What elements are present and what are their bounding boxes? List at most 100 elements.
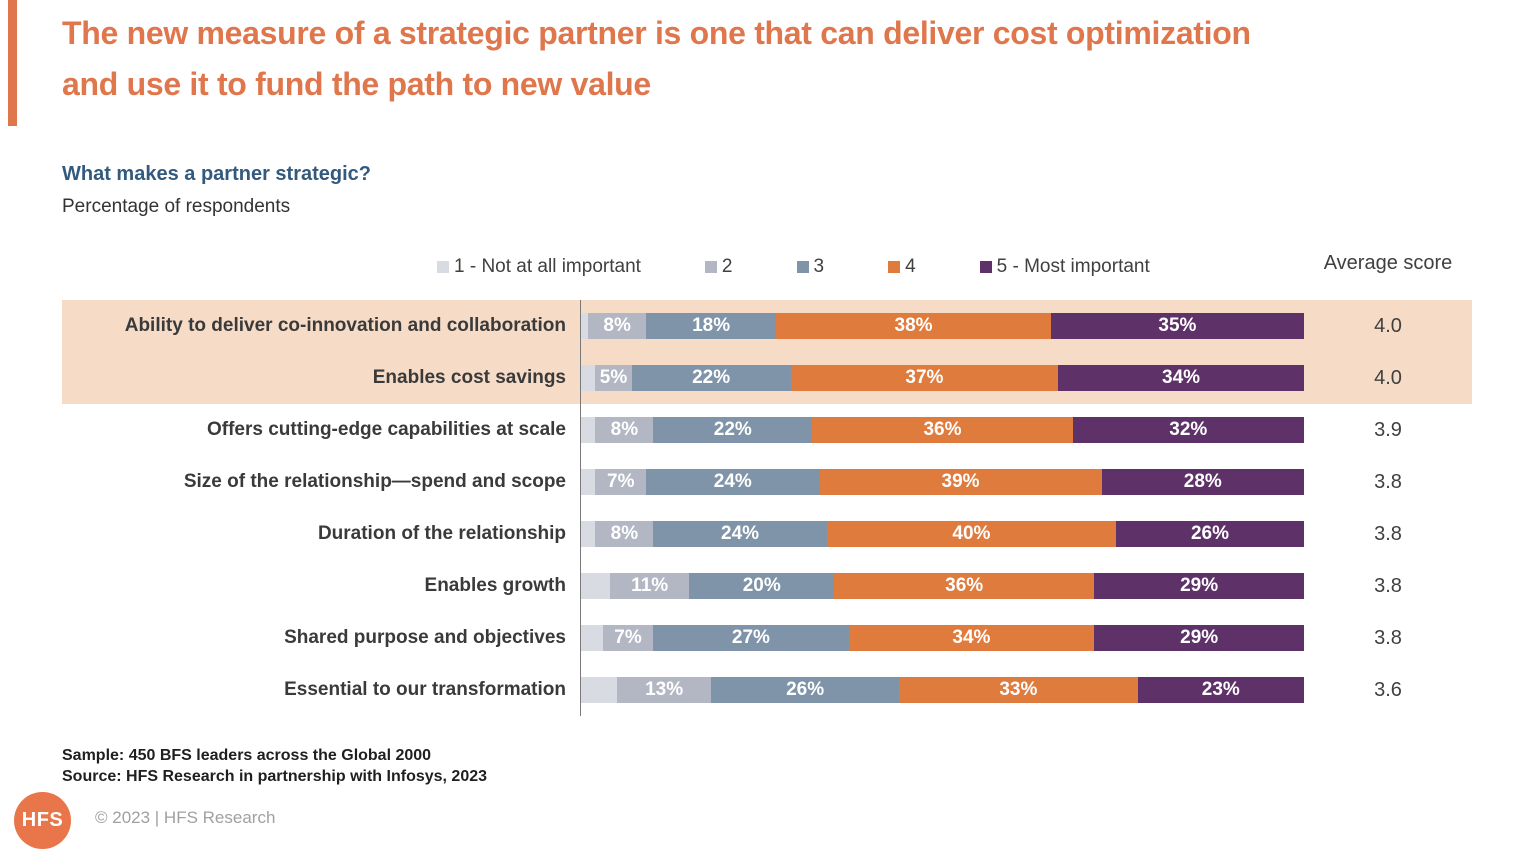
legend-swatch-icon	[437, 261, 449, 273]
legend-item: 2	[704, 256, 733, 278]
bar-segment: 5%	[595, 365, 632, 391]
row-label: Essential to our transformation	[284, 679, 566, 701]
bar-segment: 8%	[595, 521, 654, 547]
segment-value-label: 8%	[603, 315, 631, 336]
segment-value-label: 18%	[692, 315, 731, 336]
row-bar-area: 8% 18% 38% 35%	[580, 300, 1304, 352]
row-label: Offers cutting-edge capabilities at scal…	[207, 419, 566, 441]
row-label: Size of the relationship—spend and scope	[183, 471, 566, 493]
chart-row: Duration of the relationship 8% 24% 40% 26% 3…	[62, 508, 1472, 560]
segment-value-label: 24%	[713, 471, 752, 492]
segment-value-label: 38%	[894, 315, 933, 336]
segment-value-label: 26%	[1190, 523, 1229, 544]
segment-value-label: 24%	[721, 523, 760, 544]
bar-segment	[581, 365, 596, 391]
bar-segment	[581, 417, 596, 443]
row-bar-area: 11% 20% 36% 29%	[580, 560, 1304, 612]
segment-value-label: 7%	[614, 627, 642, 648]
average-score-column-header: Average score	[1323, 252, 1453, 274]
segment-value-label: 36%	[945, 575, 984, 596]
legend-item-label: 5 - Most important	[996, 256, 1150, 277]
average-score-value: 3.9	[1374, 418, 1402, 441]
legend-item-label: 1 - Not at all important	[454, 256, 641, 277]
segment-value-label: 36%	[923, 419, 962, 440]
bar-segment	[581, 573, 610, 599]
segment-value-label: 34%	[952, 627, 991, 648]
bar-segment: 23%	[1137, 677, 1304, 703]
legend-item-label: 3	[813, 256, 825, 277]
bar-segment: 39%	[819, 469, 1102, 495]
copyright-text: © 2023 | HFS Research	[95, 808, 276, 827]
bar-segment	[581, 469, 596, 495]
bar-segment: 22%	[631, 365, 791, 391]
bar-segment: 8%	[595, 417, 654, 443]
bar-segment	[581, 677, 618, 703]
segment-value-label: 20%	[742, 575, 781, 596]
bar-segment: 29%	[1094, 573, 1304, 599]
bar-segment: 34%	[848, 625, 1095, 651]
segment-value-label: 27%	[731, 627, 770, 648]
row-label: Enables growth	[424, 575, 566, 597]
segment-value-label: 40%	[952, 523, 991, 544]
legend-swatch-icon	[704, 261, 717, 273]
row-bar-area: 7% 27% 34% 29%	[580, 612, 1304, 664]
segment-value-label: 39%	[941, 471, 980, 492]
bar-segment	[581, 313, 589, 339]
bar-segment: 26%	[1115, 521, 1304, 547]
segment-value-label: 34%	[1162, 367, 1201, 388]
segment-value-label: 28%	[1183, 471, 1222, 492]
row-bar-area: 5% 22% 37% 34%	[580, 352, 1304, 404]
stacked-bar: 13% 26% 33% 23%	[581, 677, 1304, 703]
segment-value-label: 8%	[610, 523, 639, 544]
source-footnote: Source: HFS Research in partnership with…	[62, 768, 488, 785]
legend-item: 3	[796, 256, 825, 278]
chart-row: Enables cost savings 5% 22% 37% 34% 4.0	[62, 352, 1472, 404]
segment-value-label: 29%	[1180, 575, 1219, 596]
segment-value-label: 22%	[692, 367, 731, 388]
page-title: The new measure of a strategic partner i…	[62, 15, 1251, 103]
bar-segment: 24%	[653, 521, 827, 547]
average-score-value: 3.8	[1374, 522, 1402, 545]
stacked-bar: 8% 18% 38% 35%	[581, 313, 1304, 339]
legend-item: 1 - Not at all important	[437, 256, 641, 278]
bar-segment: 34%	[1058, 365, 1304, 391]
bar-segment: 40%	[826, 521, 1116, 547]
bar-segment	[581, 625, 603, 651]
segment-value-label: 32%	[1169, 419, 1208, 440]
stacked-bar: 7% 24% 39% 28%	[581, 469, 1304, 495]
bar-segment: 22%	[653, 417, 813, 443]
segment-value-label: 33%	[999, 679, 1038, 700]
chart-subtitle: Percentage of respondents	[62, 196, 291, 217]
stacked-bar: 8% 22% 36% 32%	[581, 417, 1304, 443]
segment-value-label: 11%	[631, 575, 669, 596]
segment-value-label: 8%	[610, 419, 639, 440]
chart-title: What makes a partner strategic?	[62, 163, 371, 185]
segment-value-label: 35%	[1158, 315, 1197, 336]
legend-item-label: 4	[905, 256, 916, 277]
bar-segment: 32%	[1072, 417, 1304, 443]
bar-segment: 27%	[653, 625, 849, 651]
stacked-bar: 8% 24% 40% 26%	[581, 521, 1304, 547]
bar-segment: 37%	[790, 365, 1059, 391]
stacked-bar-chart: Ability to deliver co-innovation and col…	[62, 300, 1472, 716]
row-bar-area: 8% 24% 40% 26%	[580, 508, 1304, 560]
bar-segment: 29%	[1094, 625, 1304, 651]
segment-value-label: 7%	[607, 471, 635, 492]
stacked-bar: 5% 22% 37% 34%	[581, 365, 1304, 391]
legend-item-label: 2	[721, 256, 733, 277]
chart-row: Offers cutting-edge capabilities at scal…	[62, 404, 1472, 456]
legend-swatch-icon	[979, 261, 992, 273]
bar-segment: 26%	[711, 677, 900, 703]
segment-value-label: 13%	[645, 679, 684, 700]
bar-segment: 24%	[646, 469, 820, 495]
bar-segment: 35%	[1050, 313, 1304, 339]
bar-segment: 7%	[595, 469, 647, 495]
legend-item: 4	[888, 256, 916, 278]
stacked-bar: 11% 20% 36% 29%	[581, 573, 1304, 599]
legend-item: 5 - Most important	[979, 256, 1150, 278]
legend-swatch-icon	[888, 261, 901, 273]
bar-segment: 38%	[776, 313, 1051, 339]
row-bar-area: 7% 24% 39% 28%	[580, 456, 1304, 508]
segment-value-label: 5%	[599, 367, 628, 388]
